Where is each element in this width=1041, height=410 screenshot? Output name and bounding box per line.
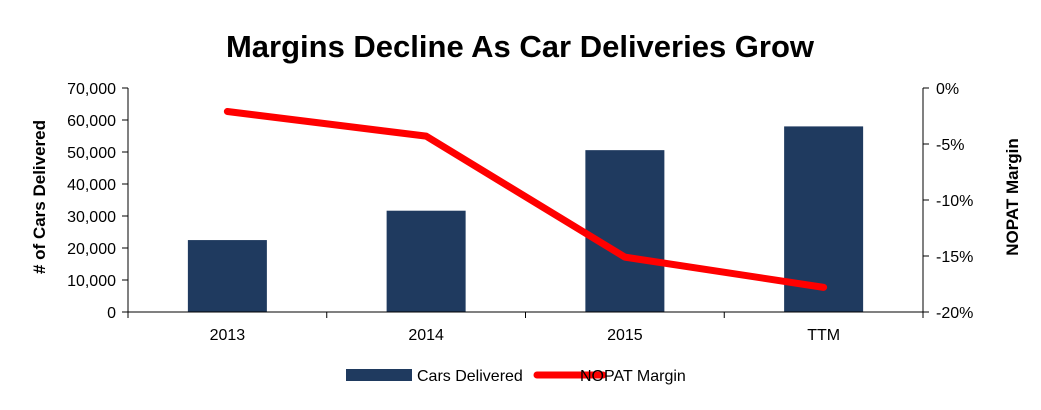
x-tick-label: 2013	[210, 327, 246, 344]
legend: Cars Delivered NOPAT Margin	[346, 368, 686, 385]
bar-series-cars-delivered	[187, 126, 864, 313]
right-tick-label: -5%	[936, 137, 964, 154]
left-tick-label: 20,000	[67, 241, 116, 258]
nopat-margin-line	[223, 108, 828, 291]
bar-2013	[187, 240, 267, 312]
left-tick-label: 60,000	[67, 113, 116, 130]
left-tick-label: 70,000	[67, 81, 116, 98]
right-tick-label: -15%	[936, 249, 973, 266]
right-y-ticks: -20% -15% -10% -5% 0%	[923, 81, 973, 322]
bar-2014	[386, 210, 466, 312]
chart-title: Margins Decline As Car Deliveries Grow	[226, 29, 815, 64]
x-tick-label: 2014	[408, 327, 444, 344]
x-ticks: 2013 2014 2015 TTM	[127, 312, 924, 344]
legend-swatch-cars-delivered	[346, 369, 412, 381]
left-y-axis-label: # of Cars Delivered	[30, 120, 49, 274]
bar-2015	[585, 150, 665, 312]
right-y-axis-label: NOPAT Margin	[1003, 138, 1022, 255]
left-tick-label: 40,000	[67, 177, 116, 194]
x-tick-label: TTM	[807, 327, 840, 344]
legend-label-nopat-margin: NOPAT Margin	[580, 368, 686, 385]
left-tick-label: 10,000	[67, 273, 116, 290]
right-tick-label: 0%	[936, 81, 959, 98]
left-tick-label: 30,000	[67, 209, 116, 226]
right-tick-label: -20%	[936, 305, 973, 322]
left-y-ticks: 0 10,000 20,000 30,000 40,000 50,000 60,000 70,…	[67, 81, 128, 322]
line-series-nopat-margin	[223, 108, 828, 291]
left-tick-label: 50,000	[67, 145, 116, 162]
right-tick-label: -10%	[936, 193, 973, 210]
x-tick-label: 2015	[607, 327, 643, 344]
legend-label-cars-delivered: Cars Delivered	[417, 368, 523, 385]
left-tick-label: 0	[107, 305, 116, 322]
